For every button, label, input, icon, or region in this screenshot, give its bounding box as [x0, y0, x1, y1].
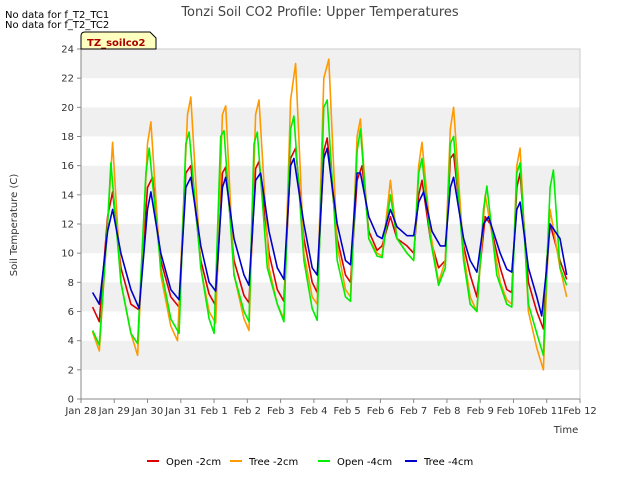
- series-line-3: [91, 99, 568, 357]
- site-badge-shape: [80, 31, 157, 50]
- y-tick-label: 20: [61, 103, 74, 114]
- x-axis: Jan 28 Jan 29 Jan 30 Jan 31 Feb 1 Feb 2 Feb 3 F…: [64, 398, 597, 417]
- grid-band: [81, 224, 580, 254]
- x-tick-label: Feb 1: [200, 406, 227, 417]
- y-tick-label: 8: [68, 278, 74, 289]
- x-tick-label: Feb 12: [563, 406, 597, 417]
- y-tick-label: 2: [68, 365, 74, 376]
- x-tick-label: Feb 5: [334, 406, 361, 417]
- x-tick-label: Jan 31: [164, 406, 196, 417]
- x-tick-label: Jan 29: [98, 406, 130, 417]
- x-tick-label: Jan 28: [64, 406, 96, 417]
- y-tick-label: 0: [68, 395, 74, 406]
- grid-band: [81, 340, 580, 370]
- y-tick-label: 24: [61, 45, 74, 56]
- site-badge: TZ_soilco2: [80, 31, 157, 50]
- chart-title: Tonzi Soil CO2 Profile: Upper Temperatur…: [180, 5, 459, 20]
- y-axis-title: Soil Temperature (C): [9, 174, 20, 277]
- legend-label: Open -4cm: [337, 457, 392, 468]
- legend: Open -2cm Tree -2cm Open -4cm Tree -4cm: [147, 457, 473, 468]
- x-tick-label: Feb 9: [467, 406, 494, 417]
- x-tick-label: Feb 11: [530, 406, 564, 417]
- grid-band: [81, 369, 580, 399]
- x-tick-label: Feb 8: [433, 406, 460, 417]
- y-tick-label: 22: [61, 74, 74, 85]
- x-axis-title: Time: [553, 425, 578, 436]
- x-tick-label: Feb 7: [400, 406, 427, 417]
- site-badge-label: TZ_soilco2: [87, 38, 146, 49]
- series-line-4: [91, 147, 568, 317]
- y-tick-label: 6: [68, 307, 74, 318]
- x-tick-label: Feb 2: [234, 406, 261, 417]
- grid-band: [81, 253, 580, 283]
- y-tick-label: 4: [68, 336, 74, 347]
- no-data-message-2: No data for f_T2_TC2: [5, 20, 109, 31]
- x-tick-label: Feb 4: [300, 406, 327, 417]
- grid-band: [81, 49, 580, 79]
- y-tick-label: 14: [61, 190, 74, 201]
- series-layer: [91, 58, 568, 371]
- x-tick-label: Feb 10: [497, 406, 531, 417]
- y-tick-label: 18: [61, 132, 74, 143]
- legend-label: Tree -4cm: [423, 457, 473, 468]
- legend-label: Open -2cm: [166, 457, 221, 468]
- y-tick-label: 16: [61, 161, 74, 172]
- grid-band: [81, 311, 580, 341]
- x-tick-label: Feb 6: [367, 406, 394, 417]
- grid-band: [81, 194, 580, 224]
- y-tick-label: 12: [61, 220, 74, 231]
- y-tick-label: 10: [61, 249, 74, 260]
- legend-label: Tree -2cm: [248, 457, 298, 468]
- no-data-message-1: No data for f_T2_TC1: [5, 10, 109, 21]
- x-tick-label: Jan 30: [131, 406, 163, 417]
- x-tick-label: Feb 3: [267, 406, 294, 417]
